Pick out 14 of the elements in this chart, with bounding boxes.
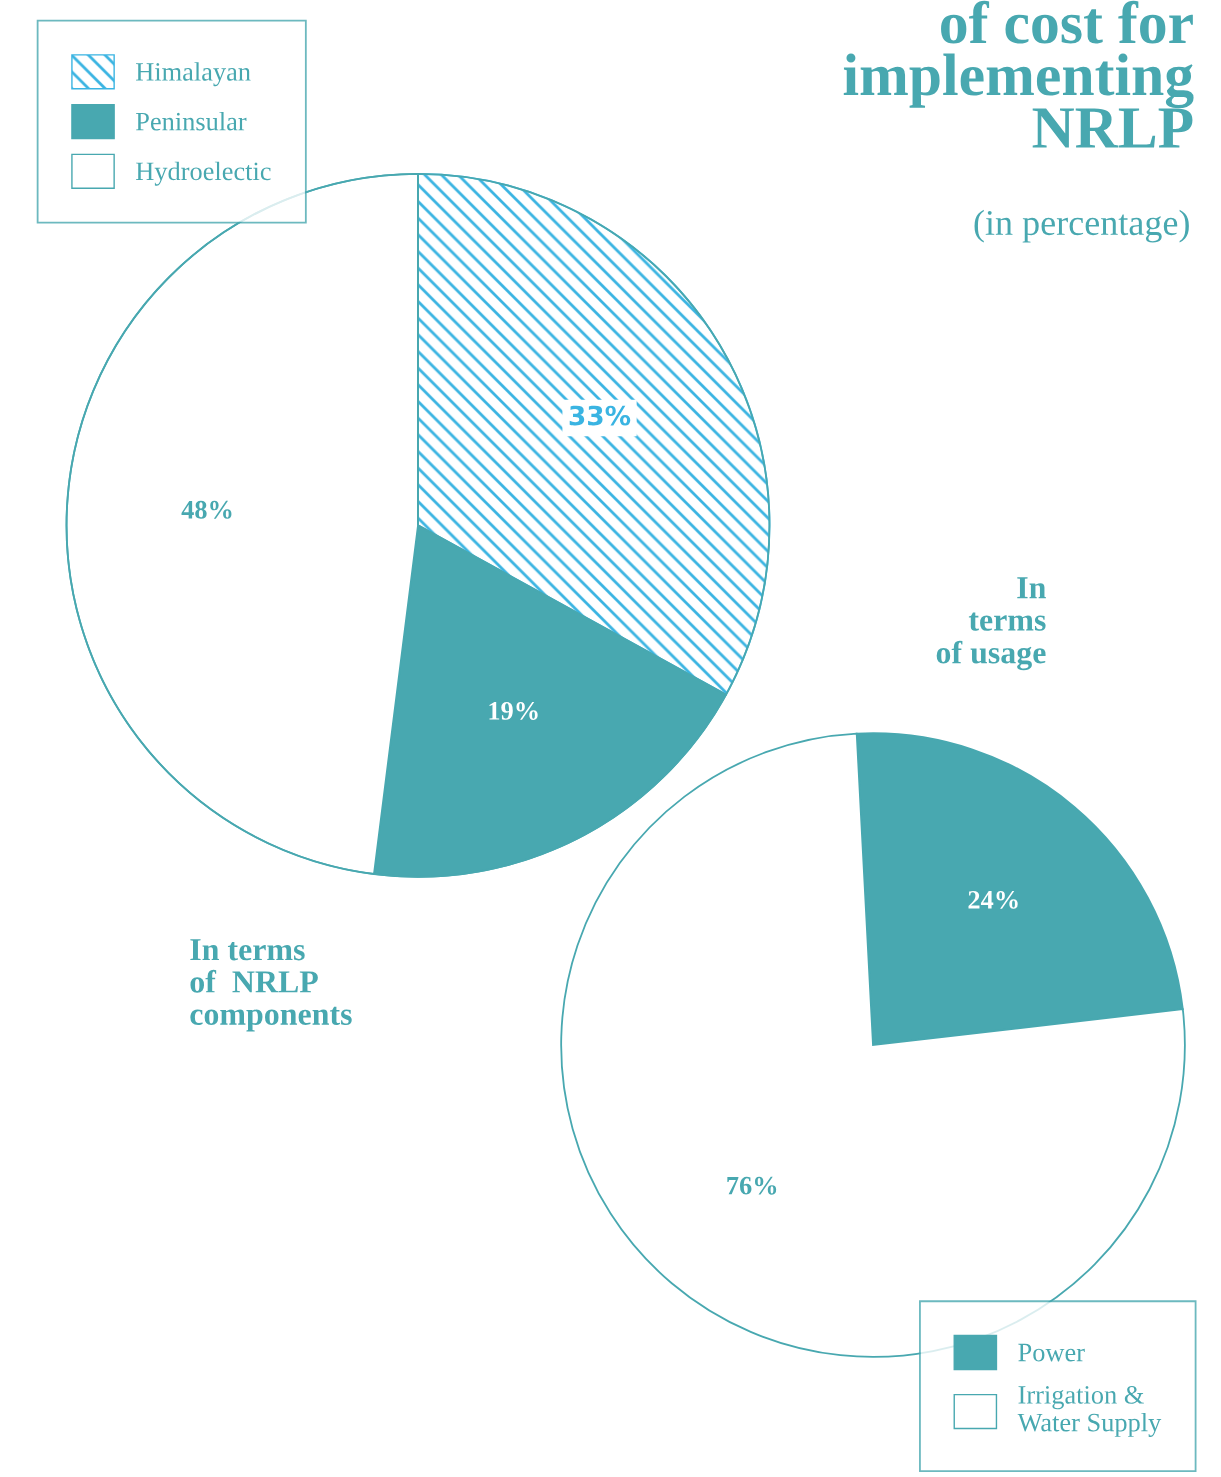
legend-label: Hydroelectic [136,161,271,186]
text: In terms of NRLP components [190,939,352,1032]
text: of cost for implementing NRLP [843,0,1194,148]
text: (in percentage) [974,209,1189,243]
data-label: 24% [968,890,1018,909]
data-label: 19% [489,702,538,720]
data-label: 33% [569,405,631,426]
data-label: 76% [727,1176,777,1195]
legend-label: Peninsular [136,111,247,131]
legend-label: Himalayan [136,62,251,87]
legend-label: Irrigation & Water Supply [1017,1385,1162,1437]
text: In terms of usage [936,577,1046,671]
data-label: 48% [181,500,232,519]
legend-label: Power [1018,1343,1085,1362]
